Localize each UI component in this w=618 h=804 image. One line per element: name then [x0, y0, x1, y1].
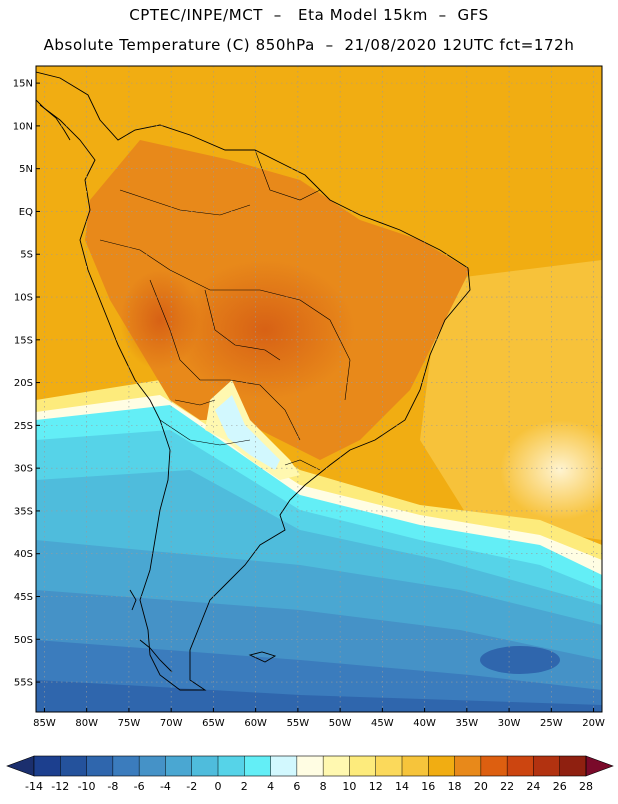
map-frame: [35, 65, 603, 713]
lat-tick-label: 20S: [14, 378, 33, 389]
colorbar-swatch: [244, 756, 271, 776]
lat-tick-label: 15N: [13, 79, 33, 90]
lat-tick-label: 5S: [20, 250, 33, 261]
lon-tick-label: 60W: [244, 718, 267, 729]
colorbar-tick-label: 4: [267, 780, 274, 793]
temperature-field: [36, 66, 602, 712]
colorbar-tick-label: -6: [134, 780, 145, 793]
lon-tick-label: 65W: [202, 718, 225, 729]
lat-tick-label: EQ: [19, 207, 33, 218]
colorbar-swatch: [60, 756, 87, 776]
colorbar-tick-label: -4: [160, 780, 171, 793]
colorbar-swatch: [375, 756, 403, 776]
colorbar-swatch: [34, 756, 61, 776]
coastlines: [36, 71, 471, 691]
colorbar-tick-label: 14: [395, 780, 409, 793]
colorbar-tick-label: 24: [526, 780, 540, 793]
chart-title-line2: Absolute Temperature (C) 850hPa – 21/08/…: [43, 36, 575, 54]
lat-tick-label: 10N: [13, 121, 33, 132]
colorbar-swatch: [349, 756, 377, 776]
colorbar-tick-label: -14: [25, 780, 43, 793]
colorbar-frame: [33, 755, 587, 777]
colorbar-swatch: [507, 756, 534, 776]
colorbar-swatch: [428, 756, 455, 776]
lat-tick-label: 50S: [14, 635, 33, 646]
lon-tick-label: 45W: [371, 718, 394, 729]
lon-tick-label: 35W: [456, 718, 479, 729]
lon-tick-label: 75W: [118, 718, 141, 729]
colorbar-swatch: [218, 756, 245, 776]
lat-tick-label: 45S: [14, 592, 33, 603]
colorbar-tick-label: 16: [421, 780, 435, 793]
colorbar-swatch: [454, 756, 482, 776]
country-borders: [99, 149, 351, 471]
colorbar-tick-label: 26: [553, 780, 567, 793]
lat-tick-label: 35S: [14, 506, 33, 517]
lon-tick-label: 80W: [75, 718, 98, 729]
colorbar-swatch: [323, 756, 350, 776]
lat-tick-label: 25S: [14, 421, 33, 432]
lon-tick-label: 55W: [287, 718, 310, 729]
lon-tick-label: 70W: [160, 718, 183, 729]
colorbar-tick-label: -10: [78, 780, 96, 793]
lat-tick-label: 30S: [14, 464, 33, 475]
lat-tick-label: 40S: [14, 549, 33, 560]
colorbar-swatch: [296, 756, 324, 776]
lat-tick-label: 15S: [14, 335, 33, 346]
temperature-colorbar: -14 -12 -10 -8 -6 -4 -2 0 2 4 6 8 10 12 14 16 18 20 22 24 26…: [6, 755, 614, 793]
colorbar-tick-label: 0: [215, 780, 222, 793]
lon-tick-label: 20W: [582, 718, 605, 729]
longitude-tick-labels: 85W 80W 75W 70W 65W 60W 55W 50W 45W 40W 35W 30W 25W 2…: [33, 708, 605, 729]
colorbar-swatch: [402, 756, 429, 776]
colorbar-tick-label: 22: [500, 780, 514, 793]
colorbar-tick-label: 10: [342, 780, 356, 793]
lat-tick-label: 5N: [19, 164, 33, 175]
colorbar-swatch: [165, 756, 193, 776]
colorbar-tick-label: 2: [241, 780, 248, 793]
lon-tick-label: 50W: [329, 718, 352, 729]
colorbar-tick-label: -2: [186, 780, 197, 793]
colorbar-tick-label: 20: [474, 780, 488, 793]
colorbar-swatch: [270, 756, 298, 776]
colorbar-swatch: [480, 756, 508, 776]
colorbar-low-arrow: [6, 755, 35, 777]
colorbar-swatch: [191, 756, 219, 776]
lat-tick-label: 55S: [14, 678, 33, 689]
colorbar-high-arrow: [585, 755, 614, 777]
lon-tick-label: 85W: [33, 718, 56, 729]
colorbar-tick-label: 12: [369, 780, 383, 793]
colorbar-tick-label: 8: [320, 780, 327, 793]
colorbar-tick-label: -12: [51, 780, 69, 793]
latitude-tick-labels: 15N 10N 5N EQ 5S 10S 15S 20S 25S 30S 35S 40S 45S 50S 5…: [13, 79, 40, 689]
lon-tick-label: 30W: [498, 718, 521, 729]
lat-tick-label: 10S: [14, 293, 33, 304]
colorbar-swatch: [86, 756, 114, 776]
colorbar-swatch: [112, 756, 140, 776]
colorbar-tick-label: 28: [579, 780, 593, 793]
colorbar-swatch: [559, 756, 587, 776]
colorbar-swatch: [533, 756, 561, 776]
colorbar-tick-label: 6: [293, 780, 300, 793]
chart-title-line1: CPTEC/INPE/MCT – Eta Model 15km – GFS: [129, 6, 489, 24]
lon-tick-label: 40W: [413, 718, 436, 729]
colorbar-tick-label: 18: [448, 780, 462, 793]
colorbar-tick-label: -8: [107, 780, 118, 793]
colorbar-swatch: [139, 756, 166, 776]
lon-tick-label: 25W: [540, 718, 563, 729]
